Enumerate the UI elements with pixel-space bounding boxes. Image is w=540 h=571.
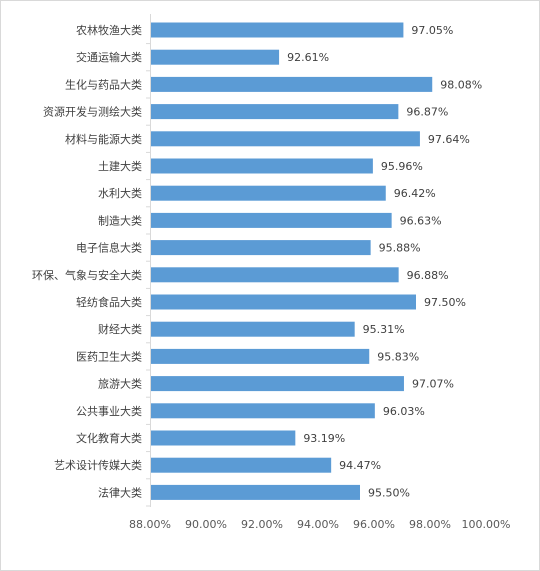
x-tick-label: 96.00% (353, 518, 395, 531)
bar (151, 430, 296, 446)
data-label: 97.05% (411, 24, 453, 37)
bar (151, 294, 416, 310)
bar (151, 76, 433, 92)
bar (151, 104, 399, 120)
data-label: 98.08% (440, 78, 482, 91)
bar (151, 376, 404, 392)
bar (151, 348, 370, 364)
bar (151, 403, 375, 419)
data-label: 95.96% (381, 160, 423, 173)
data-label: 96.87% (406, 106, 448, 119)
bar (151, 240, 371, 256)
x-tick-label: 100.00% (462, 518, 511, 531)
bar (151, 185, 386, 201)
x-tick-label: 88.00% (129, 518, 171, 531)
data-label: 96.42% (394, 187, 436, 200)
x-tick-label: 90.00% (185, 518, 227, 531)
data-label: 96.88% (407, 269, 449, 282)
data-label: 96.63% (400, 214, 442, 227)
category-label: 艺术设计传媒大类 (54, 458, 142, 472)
bar (151, 457, 332, 473)
category-label: 土建大类 (98, 159, 142, 173)
category-label: 法律大类 (98, 485, 142, 499)
bar (151, 484, 360, 500)
bar (151, 321, 355, 337)
data-label: 92.61% (287, 51, 329, 64)
category-label: 水利大类 (98, 186, 142, 200)
data-label: 95.50% (368, 486, 410, 499)
data-label: 97.50% (424, 296, 466, 309)
category-label: 电子信息大类 (76, 241, 142, 255)
data-label: 94.47% (339, 459, 381, 472)
data-label: 95.88% (379, 242, 421, 255)
data-label: 97.64% (428, 133, 470, 146)
bar (151, 22, 404, 38)
data-label: 97.07% (412, 378, 454, 391)
category-label: 旅游大类 (98, 377, 142, 391)
bar (151, 212, 392, 228)
category-label: 交通运输大类 (76, 50, 142, 64)
category-label: 医药卫生大类 (76, 349, 142, 363)
category-label: 生化与药品大类 (65, 77, 142, 91)
data-label: 93.19% (303, 432, 345, 445)
x-tick-label: 98.00% (409, 518, 451, 531)
bar (151, 158, 373, 174)
bar (151, 49, 280, 65)
category-label: 轻纺食品大类 (76, 295, 142, 309)
data-label: 95.83% (377, 350, 419, 363)
category-label: 文化教育大类 (76, 431, 142, 445)
bar (151, 131, 420, 147)
data-label: 95.31% (363, 323, 405, 336)
category-label: 农林牧渔大类 (76, 23, 142, 37)
category-label: 财经大类 (98, 322, 142, 336)
data-label: 96.03% (383, 405, 425, 418)
category-label: 资源开发与测绘大类 (43, 105, 142, 119)
bar (151, 267, 399, 283)
category-label: 制造大类 (98, 213, 142, 227)
category-label: 材料与能源大类 (65, 132, 142, 146)
x-tick-label: 92.00% (241, 518, 283, 531)
category-label: 环保、气象与安全大类 (32, 268, 142, 282)
category-label: 公共事业大类 (76, 404, 142, 418)
x-tick-label: 94.00% (297, 518, 339, 531)
